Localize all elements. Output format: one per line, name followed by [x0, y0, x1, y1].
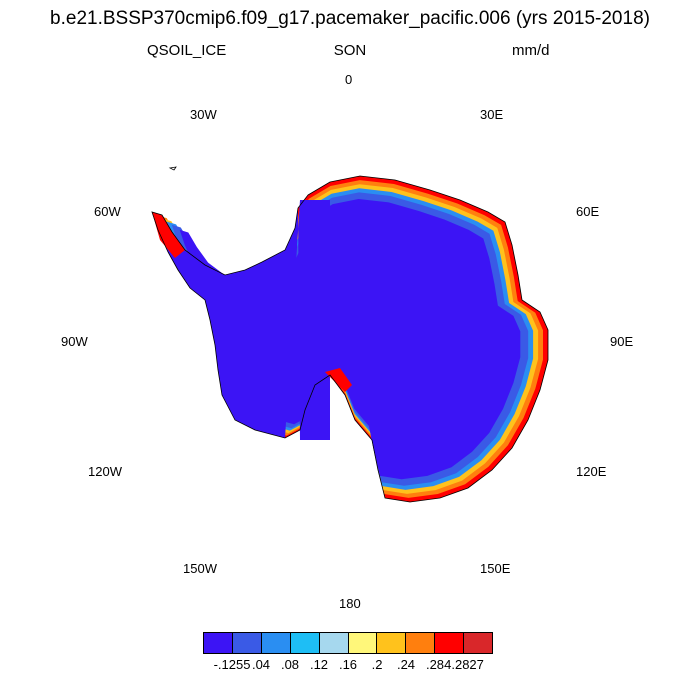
- lon-label-0: 0: [345, 72, 353, 87]
- coastline: [151, 175, 549, 503]
- colorbar-label: .28: [425, 657, 445, 672]
- colorbar-box-8: [435, 633, 465, 653]
- colorbar-label: 4.2827: [444, 657, 484, 672]
- colorbar-box-6: [377, 633, 407, 653]
- colorbar-box-5: [348, 633, 378, 653]
- colorbar-box-2: [261, 633, 291, 653]
- lon-label-60e: 60E: [576, 204, 600, 219]
- units-label: mm/d: [512, 42, 550, 59]
- colorbar-label: .12: [309, 657, 329, 672]
- colorbar-box-3: [290, 633, 320, 653]
- ross-hotspot: [325, 368, 352, 392]
- lon-label-120w: 120W: [88, 464, 122, 479]
- lon-label-150w: 150W: [183, 561, 217, 576]
- colorbar-box-4: [319, 633, 349, 653]
- lon-label-90e: 90E: [610, 334, 634, 349]
- west-interior-overlay: [152, 200, 330, 440]
- lon-label-60w: 60W: [94, 204, 121, 219]
- colorbar-label: .24: [396, 657, 416, 672]
- colorbar-box-9: [464, 633, 493, 653]
- lon-label-30e: 30E: [480, 107, 504, 122]
- colorbar-label: -.1255: [213, 657, 251, 672]
- variable-label: QSOIL_ICE: [147, 42, 227, 59]
- lon-label-150e: 150E: [480, 561, 511, 576]
- colorbar: [203, 632, 493, 654]
- colorbar-label: .08: [280, 657, 300, 672]
- plot-title: b.e21.BSSP370cmip6.f09_g17.pacemaker_pac…: [50, 8, 650, 29]
- lon-label-90w: 90W: [61, 334, 88, 349]
- colorbar-label: .2: [371, 657, 383, 672]
- colorbar-label: .16: [338, 657, 358, 672]
- colorbar-box-1: [232, 633, 262, 653]
- colorbar-box-7: [406, 633, 436, 653]
- lon-label-120e: 120E: [576, 464, 607, 479]
- colorbar-label: .04: [251, 657, 271, 672]
- peninsula-tip-warm: [152, 212, 185, 258]
- colorbar-box-0: [204, 633, 233, 653]
- small-island: [168, 166, 177, 171]
- lon-label-180: 180: [339, 596, 361, 611]
- lon-label-30w: 30W: [190, 107, 217, 122]
- season-label: SON: [333, 42, 367, 59]
